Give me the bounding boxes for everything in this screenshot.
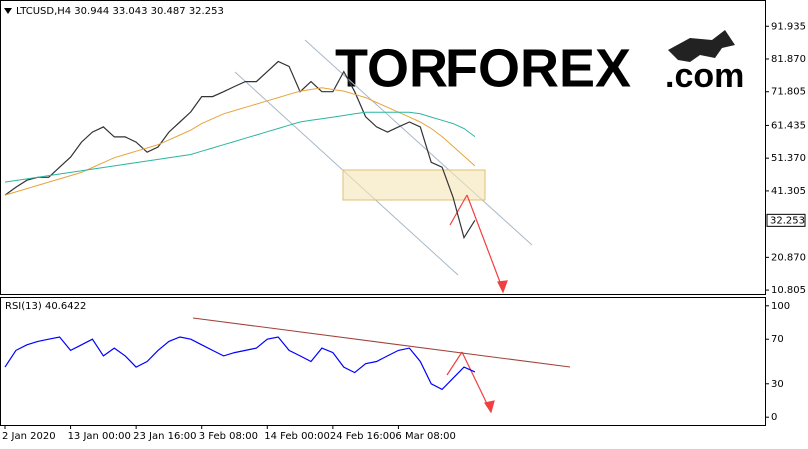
series-line [4,111,476,183]
series-line [4,336,476,391]
arrow [449,194,468,226]
rsi-title: RSI(13) 40.6422 [5,301,86,312]
forecast-arrows [446,194,508,414]
series-line [4,60,476,240]
last-price-box [766,213,806,227]
x-tick-label: 13 Jan 00:00 [68,431,131,442]
y-tick-label: 100 [771,301,790,312]
logo-com: .com [665,57,744,95]
y-tick-label: 41.305 [771,186,806,197]
y-tick-label: 10.805 [771,285,806,296]
y-tick-label: 0 [771,412,777,423]
y-tick-label: 30 [771,379,784,390]
menu-icon [4,8,12,14]
x-tick-label: 2 Jan 2020 [2,431,56,442]
x-tick-label: 23 Jan 16:00 [133,431,196,442]
y-tick-label: 61.435 [771,120,806,131]
arrowhead [484,400,495,414]
arrow [446,351,463,376]
arrowhead [497,280,508,294]
chart-title: LTCUSD,H4 30.944 33.043 30.487 32.253 [16,6,224,17]
arrow [461,351,491,411]
logo-forex: FOREX [445,38,631,98]
series-line [4,87,476,196]
y-tick-label: 81.870 [771,54,806,65]
x-tick-label: 24 Feb 16:00 [330,431,396,442]
y-tick-label: 70 [771,334,784,345]
arrow [466,194,504,291]
y-tick-label: 91.935 [771,21,806,32]
logo-bull [668,30,735,62]
rsi-panel [0,297,766,426]
last-price: 32.253 [770,215,805,226]
logo-tor: TOR [335,38,448,98]
x-tick-label: 3 Feb 08:00 [199,431,258,442]
x-tick-label: 6 Mar 08:00 [395,431,455,442]
y-tick-label: 51.370 [771,153,806,164]
rsi-trendline [192,317,571,368]
y-tick-label: 71.805 [771,87,806,98]
y-tick-label: 20.870 [771,252,806,263]
main-panel [0,0,766,295]
zone [342,169,486,201]
x-tick-label: 14 Feb 00:00 [264,431,330,442]
